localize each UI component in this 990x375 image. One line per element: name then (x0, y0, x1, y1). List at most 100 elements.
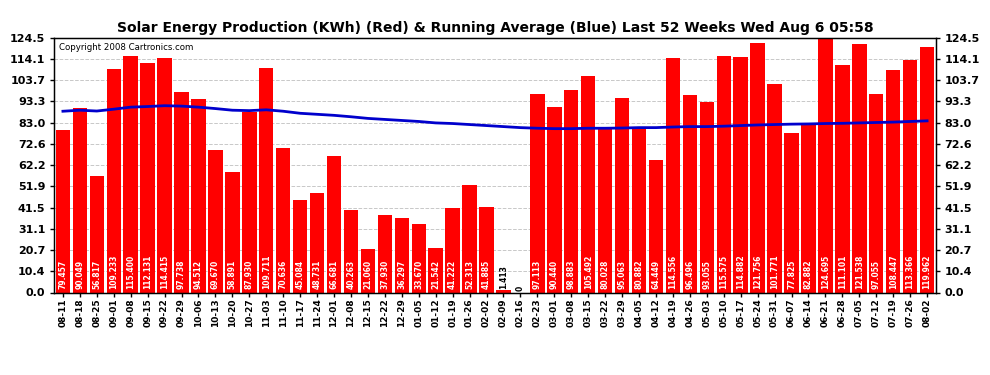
Bar (72, 108, 87, 292)
Text: 48.731: 48.731 (313, 260, 322, 290)
Text: 105.492: 105.492 (584, 255, 593, 290)
Bar (784, 133, 799, 292)
Text: 80.028: 80.028 (601, 260, 610, 290)
Bar (903, 60, 918, 292)
Bar (869, 94, 883, 292)
Bar (886, 70, 900, 292)
Bar (852, 44, 866, 292)
Text: 70.636: 70.636 (279, 260, 288, 290)
Bar (734, 57, 747, 292)
Title: Solar Energy Production (KWh) (Red) & Running Average (Blue) Last 52 Weeks Wed A: Solar Energy Production (KWh) (Red) & Ru… (117, 21, 873, 35)
Bar (225, 172, 240, 292)
Text: 121.756: 121.756 (753, 255, 762, 290)
Text: 41.885: 41.885 (482, 260, 491, 290)
Text: 115.400: 115.400 (126, 255, 136, 290)
Text: 52.313: 52.313 (465, 260, 474, 290)
Text: 95.063: 95.063 (618, 260, 627, 290)
Text: 90.049: 90.049 (75, 260, 84, 290)
Text: 97.055: 97.055 (872, 260, 881, 290)
Bar (818, 37, 833, 292)
Text: 69.670: 69.670 (211, 260, 220, 290)
Bar (836, 65, 849, 292)
Bar (208, 150, 223, 292)
Bar (174, 92, 189, 292)
Text: 96.496: 96.496 (685, 260, 694, 290)
Bar (479, 207, 494, 292)
Text: 41.222: 41.222 (448, 260, 457, 290)
Text: 56.817: 56.817 (92, 260, 101, 290)
Bar (632, 127, 646, 292)
Bar (496, 290, 511, 292)
Text: 94.512: 94.512 (194, 260, 203, 290)
Bar (293, 200, 307, 292)
Bar (920, 47, 935, 292)
Text: 109.233: 109.233 (109, 255, 118, 290)
Text: 121.538: 121.538 (854, 255, 864, 290)
Bar (531, 94, 544, 292)
Bar (767, 84, 782, 292)
Bar (276, 148, 290, 292)
Text: 21.542: 21.542 (432, 260, 441, 290)
Bar (107, 69, 121, 292)
Text: 112.131: 112.131 (144, 255, 152, 290)
Text: 114.415: 114.415 (160, 255, 169, 290)
Text: 37.930: 37.930 (380, 260, 389, 290)
Bar (259, 68, 273, 292)
Text: 108.447: 108.447 (889, 255, 898, 290)
Text: 1.413: 1.413 (499, 265, 508, 289)
Text: 66.681: 66.681 (330, 260, 339, 290)
Text: 36.297: 36.297 (397, 260, 406, 290)
Bar (191, 99, 206, 292)
Bar (327, 156, 342, 292)
Text: 97.113: 97.113 (533, 260, 542, 290)
Text: 90.440: 90.440 (549, 260, 558, 290)
Text: 98.883: 98.883 (566, 260, 576, 290)
Bar (124, 56, 138, 292)
Bar (141, 63, 154, 292)
Bar (683, 95, 697, 292)
Text: 82.882: 82.882 (804, 260, 813, 290)
Bar (395, 218, 409, 292)
Bar (801, 123, 816, 292)
Bar (429, 248, 443, 292)
Text: 97.738: 97.738 (177, 260, 186, 290)
Text: Copyright 2008 Cartronics.com: Copyright 2008 Cartronics.com (58, 43, 193, 52)
Text: 113.366: 113.366 (906, 255, 915, 290)
Bar (547, 107, 561, 292)
Text: 93.055: 93.055 (702, 261, 711, 290)
Bar (598, 129, 613, 292)
Text: 114.556: 114.556 (668, 255, 677, 290)
Bar (360, 249, 375, 292)
Bar (55, 130, 70, 292)
Bar (310, 193, 325, 292)
Text: 87.930: 87.930 (245, 260, 253, 290)
Bar (157, 58, 172, 292)
Bar (446, 208, 459, 292)
Text: 64.449: 64.449 (651, 260, 660, 290)
Text: 115.575: 115.575 (720, 255, 729, 290)
Text: 79.457: 79.457 (58, 260, 67, 290)
Bar (243, 112, 256, 292)
Bar (750, 43, 765, 292)
Text: 80.882: 80.882 (635, 260, 644, 290)
Text: 58.891: 58.891 (228, 260, 237, 290)
Text: 0: 0 (516, 286, 525, 291)
Text: 124.695: 124.695 (821, 255, 830, 290)
Text: 114.882: 114.882 (737, 255, 745, 290)
Bar (377, 215, 392, 292)
Bar (700, 102, 714, 292)
Bar (581, 76, 595, 292)
Bar (665, 58, 680, 292)
Bar (615, 98, 630, 292)
Bar (412, 224, 426, 292)
Text: 77.825: 77.825 (787, 260, 796, 290)
Text: 119.962: 119.962 (923, 255, 932, 290)
Bar (648, 160, 663, 292)
Text: 109.711: 109.711 (261, 255, 270, 290)
Text: 45.084: 45.084 (296, 260, 305, 290)
Bar (344, 210, 358, 292)
Text: 21.060: 21.060 (363, 260, 372, 290)
Bar (717, 56, 731, 292)
Bar (462, 185, 477, 292)
Text: 101.771: 101.771 (770, 255, 779, 290)
